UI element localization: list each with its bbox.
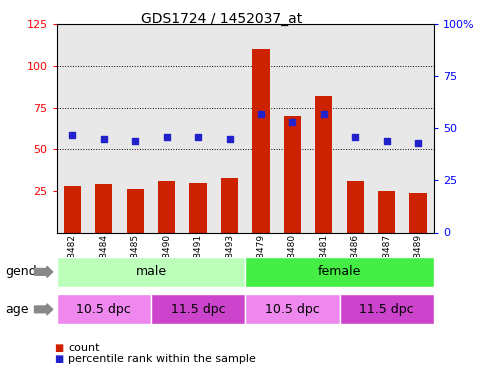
Text: male: male	[136, 266, 167, 278]
Text: ■: ■	[54, 343, 64, 353]
Point	[414, 140, 422, 146]
Bar	[64, 186, 81, 232]
Text: GDS1724 / 1452037_at: GDS1724 / 1452037_at	[141, 12, 303, 26]
Bar	[158, 181, 176, 232]
Bar	[315, 96, 332, 232]
Bar	[371, 24, 402, 232]
Bar	[57, 24, 88, 232]
Bar	[410, 192, 427, 232]
Bar	[245, 294, 340, 324]
Bar	[189, 183, 207, 232]
Bar	[88, 24, 119, 232]
Point	[257, 111, 265, 117]
Point	[69, 132, 76, 138]
Text: 10.5 dpc: 10.5 dpc	[265, 303, 320, 316]
Bar	[340, 294, 434, 324]
Bar	[95, 184, 112, 232]
Point	[352, 134, 359, 140]
Bar	[182, 24, 214, 232]
Point	[131, 138, 139, 144]
Bar	[252, 50, 270, 232]
Bar	[119, 24, 151, 232]
Text: percentile rank within the sample: percentile rank within the sample	[68, 354, 256, 364]
Point	[194, 134, 202, 140]
Text: count: count	[68, 343, 100, 353]
Bar	[402, 24, 434, 232]
Text: 10.5 dpc: 10.5 dpc	[76, 303, 131, 316]
Point	[288, 119, 296, 125]
Point	[100, 136, 108, 142]
Bar	[57, 294, 151, 324]
Bar	[347, 181, 364, 232]
Text: 11.5 dpc: 11.5 dpc	[171, 303, 225, 316]
Text: gender: gender	[5, 266, 49, 278]
Bar	[151, 294, 245, 324]
Bar	[308, 24, 340, 232]
Bar	[214, 24, 246, 232]
Text: ■: ■	[54, 354, 64, 364]
Point	[226, 136, 234, 142]
Text: female: female	[318, 266, 361, 278]
Point	[383, 138, 390, 144]
Bar	[127, 189, 144, 232]
Bar	[245, 24, 277, 232]
Bar	[378, 191, 395, 232]
Text: age: age	[5, 303, 29, 316]
Bar	[284, 116, 301, 232]
Bar	[151, 24, 182, 232]
Bar	[221, 177, 238, 232]
Bar	[57, 257, 245, 287]
Bar	[277, 24, 308, 232]
Point	[163, 134, 171, 140]
Text: 11.5 dpc: 11.5 dpc	[359, 303, 414, 316]
Bar	[245, 257, 434, 287]
Bar	[340, 24, 371, 232]
Point	[320, 111, 328, 117]
